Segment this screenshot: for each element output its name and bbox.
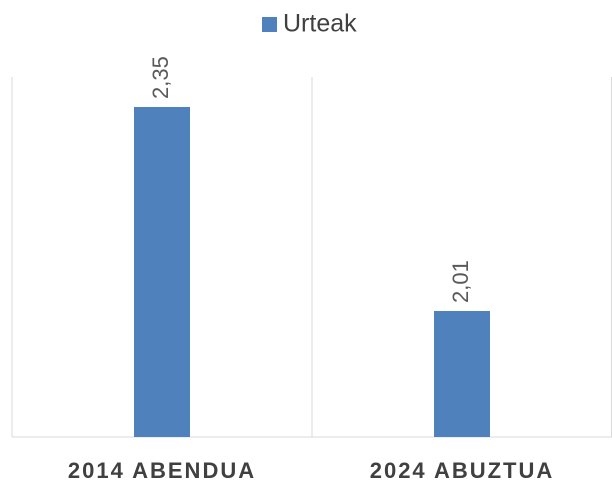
legend-swatch <box>262 17 277 32</box>
x-tick-label: 2014 ABENDUA <box>68 458 256 483</box>
legend-label: Urteak <box>283 10 357 38</box>
bar <box>134 107 190 437</box>
data-label: 2,01 <box>448 260 473 303</box>
data-label: 2,35 <box>148 56 173 99</box>
bar <box>434 311 490 437</box>
x-tick-label: 2024 ABUZTUA <box>370 458 555 483</box>
